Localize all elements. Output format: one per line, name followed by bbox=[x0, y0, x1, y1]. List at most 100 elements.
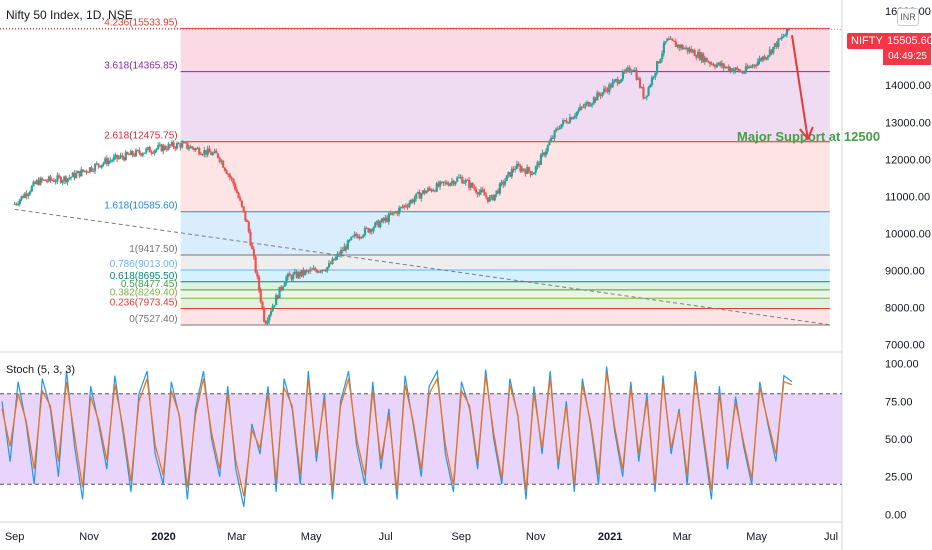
candle-body bbox=[363, 227, 367, 236]
candle-body bbox=[54, 181, 57, 183]
candle-body bbox=[355, 233, 358, 237]
candle-body bbox=[421, 190, 425, 194]
candle-body bbox=[109, 160, 112, 162]
candle-body bbox=[78, 170, 81, 177]
candle-body bbox=[235, 189, 238, 193]
candle-body bbox=[729, 68, 732, 71]
candle-body bbox=[514, 168, 517, 170]
candle-body bbox=[285, 277, 288, 284]
candle-body bbox=[633, 69, 636, 71]
fib-level-label: 1(9417.50) bbox=[129, 244, 177, 255]
candle-body bbox=[114, 154, 117, 157]
candle-body bbox=[474, 188, 478, 193]
candle-body bbox=[297, 272, 300, 278]
candle-body bbox=[743, 72, 746, 74]
candle-body bbox=[645, 95, 648, 98]
candle-body bbox=[456, 177, 459, 182]
candle-body bbox=[210, 152, 213, 156]
candle-body bbox=[551, 137, 554, 139]
candle-body bbox=[411, 199, 414, 203]
fib-zone bbox=[180, 281, 830, 290]
candle-body bbox=[348, 239, 351, 241]
candle-body bbox=[167, 144, 170, 150]
time-tick-label: 2021 bbox=[598, 531, 622, 543]
candle-body bbox=[507, 172, 510, 176]
candle-body bbox=[585, 101, 589, 104]
last-price-tag: 15505.60 bbox=[883, 33, 932, 49]
candle-body bbox=[317, 271, 320, 273]
candle-body bbox=[203, 150, 206, 155]
stoch-tick-label: 50.00 bbox=[885, 434, 913, 446]
candle-body bbox=[570, 117, 573, 120]
candle-body bbox=[727, 66, 730, 71]
candle-body bbox=[748, 66, 751, 69]
candle-body bbox=[592, 97, 595, 104]
currency-badge[interactable]: INR bbox=[897, 8, 919, 26]
candle-body bbox=[152, 152, 155, 154]
fib-zone bbox=[180, 211, 830, 256]
candle-body bbox=[712, 63, 715, 66]
candle-body bbox=[596, 92, 599, 101]
candle-body bbox=[379, 222, 382, 228]
candle-body bbox=[275, 295, 278, 305]
candle-body bbox=[298, 272, 302, 277]
candle-body bbox=[32, 181, 35, 187]
candle-body bbox=[56, 175, 59, 182]
price-tick-label: 14000.00 bbox=[885, 80, 931, 92]
candle-body bbox=[425, 191, 428, 194]
candle-body bbox=[550, 137, 553, 142]
candle-body bbox=[25, 193, 28, 196]
candle-body bbox=[283, 283, 286, 287]
candle-body bbox=[749, 66, 753, 68]
candle-body bbox=[73, 172, 76, 178]
fib-zone bbox=[180, 308, 830, 326]
candle-body bbox=[618, 82, 621, 84]
candle-body bbox=[772, 46, 775, 54]
candle-body bbox=[398, 208, 401, 214]
candle-body bbox=[565, 120, 568, 123]
candle-body bbox=[534, 166, 537, 173]
candle-body bbox=[647, 87, 650, 96]
candle-body bbox=[107, 160, 110, 165]
candle-body bbox=[649, 84, 652, 88]
candle-body bbox=[433, 190, 437, 192]
candle-body bbox=[292, 273, 295, 280]
fib-level-label: 2.618(12475.75) bbox=[104, 131, 177, 142]
candle-body bbox=[483, 191, 486, 196]
candle-body bbox=[146, 147, 150, 149]
candle-body bbox=[691, 50, 695, 53]
candle-body bbox=[676, 44, 679, 47]
fib-level-label: 4.236(15533.95) bbox=[104, 17, 177, 28]
candle-body bbox=[722, 63, 725, 68]
candle-body bbox=[413, 198, 416, 203]
candle-body bbox=[599, 95, 602, 97]
candle-body bbox=[686, 47, 689, 52]
candle-body bbox=[281, 286, 285, 290]
candle-body bbox=[326, 266, 329, 271]
candle-body bbox=[201, 154, 204, 156]
time-tick-label: May bbox=[746, 531, 767, 543]
candle-body bbox=[252, 249, 256, 257]
time-tick-label: Nov bbox=[526, 531, 546, 543]
candle-body bbox=[249, 231, 252, 246]
time-tick-label: Mar bbox=[227, 531, 246, 543]
time-tick-label: Sep bbox=[5, 531, 25, 543]
candle-body bbox=[163, 145, 167, 150]
candle-body bbox=[657, 61, 660, 64]
candle-body bbox=[401, 206, 404, 208]
price-tick-label: 12000.00 bbox=[885, 154, 931, 166]
fib-level-label: 1.618(10585.60) bbox=[104, 201, 177, 212]
candle-body bbox=[263, 307, 266, 322]
candle-body bbox=[517, 163, 520, 166]
candle-body bbox=[466, 180, 469, 182]
candle-body bbox=[251, 245, 254, 250]
candle-body bbox=[739, 71, 742, 73]
candle-body bbox=[143, 152, 146, 154]
fib-level-label: 3.618(14365.85) bbox=[104, 61, 177, 72]
candle-body bbox=[423, 190, 426, 194]
candle-body bbox=[257, 276, 261, 291]
candle-body bbox=[264, 321, 267, 324]
candle-body bbox=[380, 218, 384, 223]
candle-body bbox=[558, 128, 561, 130]
